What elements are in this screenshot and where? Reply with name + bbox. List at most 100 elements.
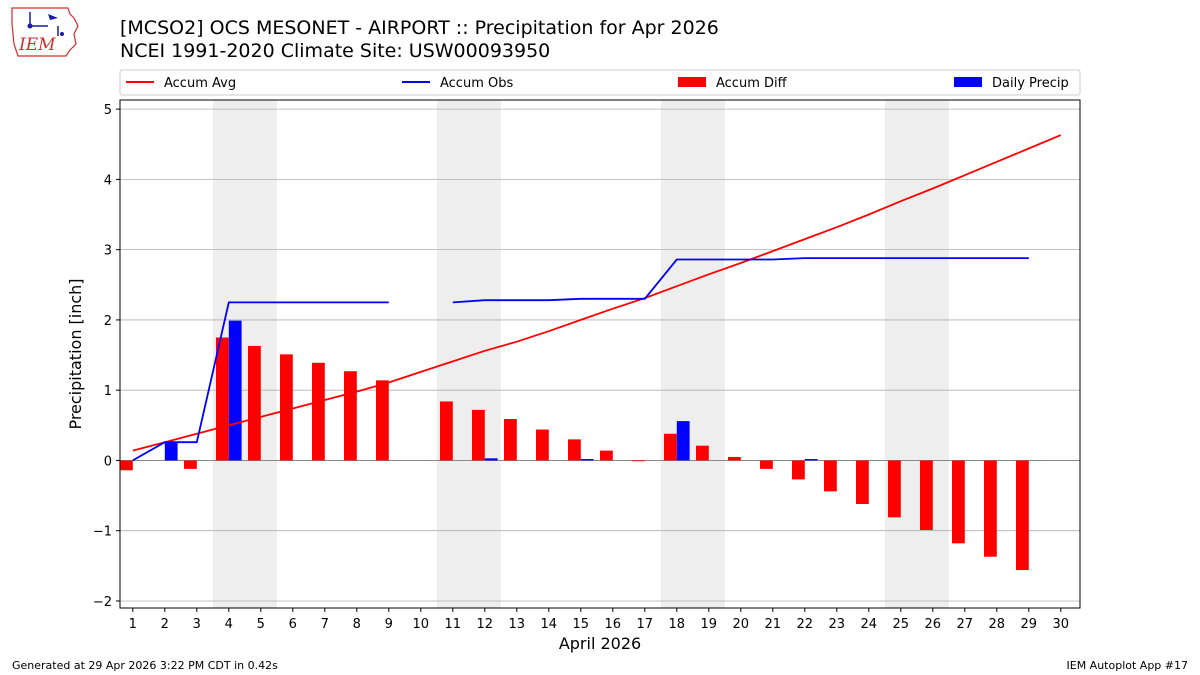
x-tick-label-30: 30 (1053, 617, 1070, 632)
x-tick-label-13: 13 (509, 617, 526, 632)
wind-vane-icon (48, 14, 58, 20)
x-tick-label-12: 12 (477, 617, 494, 632)
bar-daily-precip-day-15 (580, 459, 594, 461)
logo-text: IEM (18, 35, 56, 55)
bar-accum-diff-day-1 (120, 460, 133, 471)
line-accum-obs (132, 257, 1029, 462)
bar-accum-diff-day-5 (248, 345, 261, 461)
y-tick-label-3: 1 (104, 384, 112, 399)
bar-accum-diff-day-22 (792, 460, 805, 480)
bar-accum-diff-day-16 (600, 450, 613, 461)
y-tick-label-5: 3 (104, 244, 112, 259)
x-tick-label-22: 22 (797, 617, 814, 632)
y-tick-label-4: 2 (104, 314, 112, 329)
bar-daily-precip-day-18 (676, 421, 690, 461)
x-tick-label-17: 17 (637, 617, 654, 632)
x-tick-label-11: 11 (445, 617, 462, 632)
bar-daily-precip-day-4 (228, 320, 242, 461)
x-tick-label-25: 25 (893, 617, 910, 632)
bar-accum-diff-day-27 (952, 460, 965, 544)
x-tick-label-4: 4 (225, 617, 233, 632)
x-axis-ticks: 1 2 3 4 5 6 7 8 9 10 11 12 13 14 15 16 17 18 19 20 21 22 23 24 2… (129, 608, 1069, 632)
x-tick-label-28: 28 (989, 617, 1006, 632)
bar-accum-diff-day-29 (1016, 460, 1029, 571)
bar-accum-diff-day-9 (376, 380, 389, 461)
bar-accum-diff-day-20 (728, 456, 741, 461)
y-tick-label-1: −1 (93, 525, 112, 540)
y-axis-label: Precipitation [inch] (66, 278, 85, 429)
weekend-bands (212, 100, 949, 608)
x-tick-label-3: 3 (193, 617, 201, 632)
x-tick-label-16: 16 (605, 617, 622, 632)
x-tick-label-27: 27 (957, 617, 974, 632)
bar-accum-diff-day-19 (696, 445, 709, 461)
bar-accum-diff-day-13 (504, 418, 517, 461)
iowa-state-outline (11, 7, 79, 57)
bar-accum-diff-day-23 (824, 460, 837, 492)
bar-accum-diff-day-11 (440, 401, 453, 461)
x-tick-label-18: 18 (669, 617, 686, 632)
legend: Accum Avg Accum Obs Accum Diff Daily Precip (119, 69, 1081, 96)
line-accum-avg (132, 134, 1062, 452)
x-tick-label-14: 14 (541, 617, 558, 632)
weekend-band-1 (436, 100, 501, 608)
bar-daily-precip-day-22 (804, 459, 818, 461)
x-tick-label-24: 24 (861, 617, 878, 632)
chart-title-line1: [MCSO2] OCS MESONET - AIRPORT :: Precipi… (120, 17, 719, 39)
legend-label-daily-precip: Daily Precip (992, 76, 1069, 91)
bar-accum-diff-day-26 (920, 460, 933, 531)
x-tick-label-21: 21 (765, 617, 782, 632)
plot-frame (119, 99, 1081, 609)
footer-app-text: IEM Autoplot App #17 (1066, 659, 1189, 672)
bar-accum-diff-day-4 (216, 337, 229, 461)
x-axis-label: April 2026 (559, 634, 641, 653)
legend-swatch-daily-precip (954, 77, 982, 87)
weekend-band-2 (660, 100, 725, 608)
chart-title-line2: NCEI 1991-2020 Climate Site: USW00093950 (120, 40, 551, 62)
bar-accum-diff-day-6 (280, 354, 293, 461)
y-tick-label-2: 0 (104, 454, 112, 469)
y-axis-ticks: −2 −1 0 1 2 3 4 5 (93, 103, 120, 610)
x-tick-label-15: 15 (573, 617, 590, 632)
iem-logo: IEM (11, 7, 79, 57)
bar-accum-diff-day-14 (536, 429, 549, 461)
bar-accum-diff-day-15 (568, 439, 581, 461)
bar-accum-diff-day-25 (888, 460, 901, 518)
y-tick-label-7: 5 (104, 103, 112, 118)
bar-accum-diff-day-17 (632, 460, 645, 462)
legend-swatch-accum-diff (678, 77, 706, 87)
bar-accum-diff-day-28 (984, 460, 997, 557)
x-tick-label-26: 26 (925, 617, 942, 632)
x-tick-label-10: 10 (413, 617, 430, 632)
y-tick-label-6: 4 (104, 173, 112, 188)
legend-label-accum-diff: Accum Diff (716, 76, 788, 91)
bar-accum-diff-day-8 (344, 371, 357, 461)
legend-frame (119, 69, 1081, 96)
bar-series (120, 320, 1029, 571)
line-series (132, 134, 1062, 462)
y-tick-label-0: −2 (93, 595, 112, 610)
x-tick-label-23: 23 (829, 617, 846, 632)
legend-label-accum-avg: Accum Avg (164, 76, 236, 91)
bar-accum-diff-day-7 (312, 362, 325, 461)
bar-accum-diff-day-24 (856, 460, 869, 505)
x-tick-label-7: 7 (321, 617, 329, 632)
footer-generated-text: Generated at 29 Apr 2026 3:22 PM CDT in … (12, 659, 278, 672)
x-tick-label-1: 1 (129, 617, 137, 632)
bar-accum-diff-day-3 (184, 460, 197, 469)
x-tick-label-20: 20 (733, 617, 750, 632)
bar-accum-diff-day-18 (664, 433, 677, 461)
legend-label-accum-obs: Accum Obs (440, 76, 513, 91)
bar-accum-diff-day-12 (472, 409, 485, 461)
x-tick-label-19: 19 (701, 617, 718, 632)
bar-accum-diff-day-21 (760, 460, 773, 469)
x-tick-label-29: 29 (1021, 617, 1038, 632)
x-tick-label-6: 6 (289, 617, 297, 632)
weekend-band-3 (884, 100, 949, 608)
x-tick-label-8: 8 (353, 617, 361, 632)
x-tick-label-9: 9 (385, 617, 393, 632)
x-tick-label-5: 5 (257, 617, 265, 632)
bar-daily-precip-day-2 (164, 442, 178, 461)
bar-daily-precip-day-12 (484, 458, 498, 461)
